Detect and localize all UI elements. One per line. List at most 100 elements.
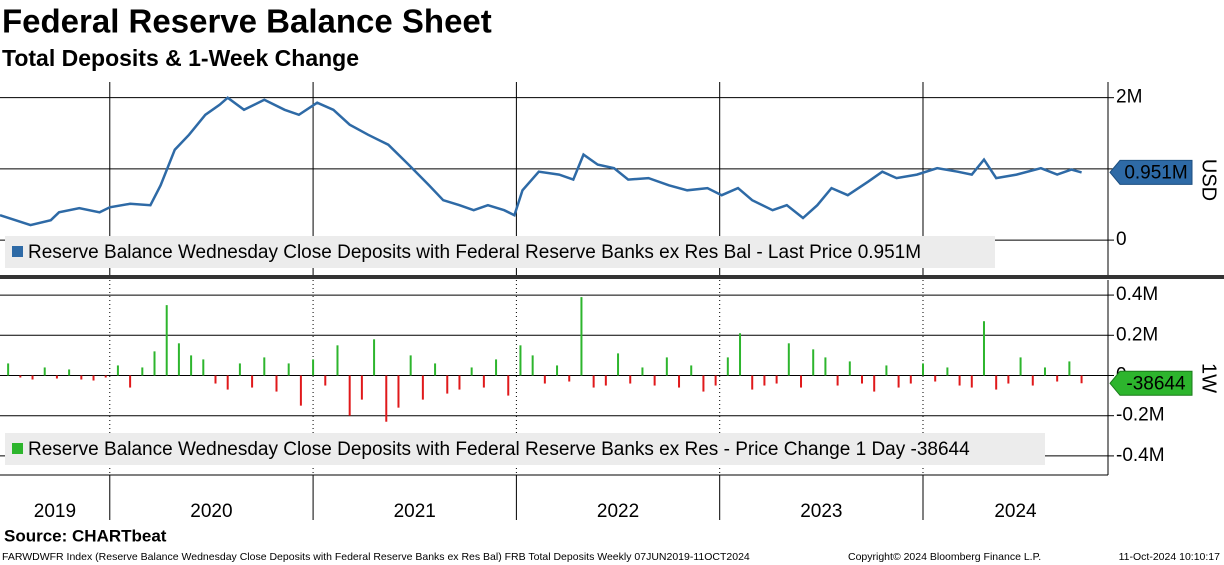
bar	[43, 367, 46, 376]
bar	[409, 355, 412, 376]
bar	[824, 357, 827, 376]
x-tick-label: 2023	[800, 501, 842, 522]
bar	[629, 375, 632, 384]
bar	[1043, 367, 1046, 376]
legend-text: Reserve Balance Wednesday Close Deposits…	[28, 439, 970, 460]
bar	[287, 363, 290, 376]
bar	[31, 375, 34, 380]
bar	[55, 375, 58, 379]
bar	[958, 375, 961, 386]
bar	[556, 365, 559, 376]
bar	[336, 345, 339, 376]
y-tick-label: 0.2M	[1116, 324, 1158, 345]
bar	[800, 375, 803, 388]
bar	[580, 297, 583, 376]
bar	[507, 375, 510, 396]
bar	[446, 375, 449, 394]
bar	[458, 375, 461, 390]
bar	[1007, 375, 1010, 384]
bar	[348, 375, 351, 416]
bar	[812, 349, 815, 376]
legend-box	[5, 236, 995, 268]
bar	[921, 363, 924, 376]
bar	[1056, 375, 1059, 382]
bar	[299, 375, 302, 406]
last-value-label: 0.951M	[1124, 162, 1187, 183]
bar	[568, 375, 571, 382]
bar	[885, 365, 888, 376]
bar	[861, 375, 864, 384]
bar	[531, 355, 534, 376]
bar	[153, 351, 156, 376]
bar	[226, 375, 229, 390]
bar	[739, 333, 742, 376]
bar	[275, 375, 278, 392]
bar	[116, 365, 119, 376]
bar	[763, 375, 766, 386]
bar	[141, 367, 144, 376]
bar	[519, 345, 522, 376]
bar	[617, 353, 620, 376]
bar	[702, 375, 705, 392]
source: Source: CHARTbeat	[4, 526, 167, 545]
bar	[934, 375, 937, 382]
legend-swatch	[12, 443, 23, 454]
bar	[995, 375, 998, 390]
bar	[592, 375, 595, 388]
legend-swatch	[12, 246, 23, 257]
x-tick-label: 2021	[394, 501, 436, 522]
bar	[543, 375, 546, 384]
bar	[726, 357, 729, 376]
bar	[19, 375, 22, 378]
bar	[714, 375, 717, 386]
bar	[312, 359, 315, 376]
bar	[104, 375, 107, 378]
bar	[1031, 375, 1034, 386]
bar	[68, 369, 71, 376]
bar	[604, 375, 607, 386]
x-tick-label: 2019	[34, 501, 76, 522]
bar	[92, 375, 95, 381]
x-tick-label: 2024	[994, 501, 1037, 522]
bar	[482, 375, 485, 388]
bar	[665, 357, 668, 376]
bar	[165, 305, 168, 376]
bar	[421, 375, 424, 400]
bar	[202, 359, 205, 376]
bar	[470, 367, 473, 376]
x-tick-label: 2022	[597, 501, 639, 522]
bar	[251, 375, 254, 388]
bar	[373, 339, 376, 376]
axis-label: USD	[1198, 159, 1220, 201]
y-tick-label: 0.4M	[1116, 284, 1158, 305]
bar	[909, 375, 912, 384]
footer-center: Copyright© 2024 Bloomberg Finance L.P.	[848, 551, 1041, 563]
bar	[653, 375, 656, 386]
last-value-label: -38644	[1126, 373, 1186, 394]
bar	[1068, 361, 1071, 376]
bar	[836, 375, 839, 386]
footer-left: FARWDWFR Index (Reserve Balance Wednesda…	[2, 551, 750, 563]
y-tick-label: 0	[1116, 229, 1127, 250]
last-value-box	[1109, 370, 1193, 396]
bar	[360, 375, 363, 400]
line	[0, 96, 1082, 227]
bar	[214, 375, 217, 384]
bar	[848, 361, 851, 376]
bar	[787, 343, 790, 376]
bar	[641, 367, 644, 376]
bar	[397, 375, 400, 408]
y-tick-label: -0.2M	[1116, 405, 1165, 426]
bar	[238, 363, 241, 376]
bar	[190, 355, 193, 376]
bar	[970, 375, 973, 388]
last-value-box	[1109, 159, 1193, 185]
bar	[1080, 375, 1083, 384]
x-tick-label: 2020	[190, 501, 232, 522]
bar	[263, 357, 266, 376]
bar	[982, 321, 985, 376]
legend-text: Reserve Balance Wednesday Close Deposits…	[28, 242, 921, 263]
bar	[434, 363, 437, 376]
bar	[177, 343, 180, 376]
